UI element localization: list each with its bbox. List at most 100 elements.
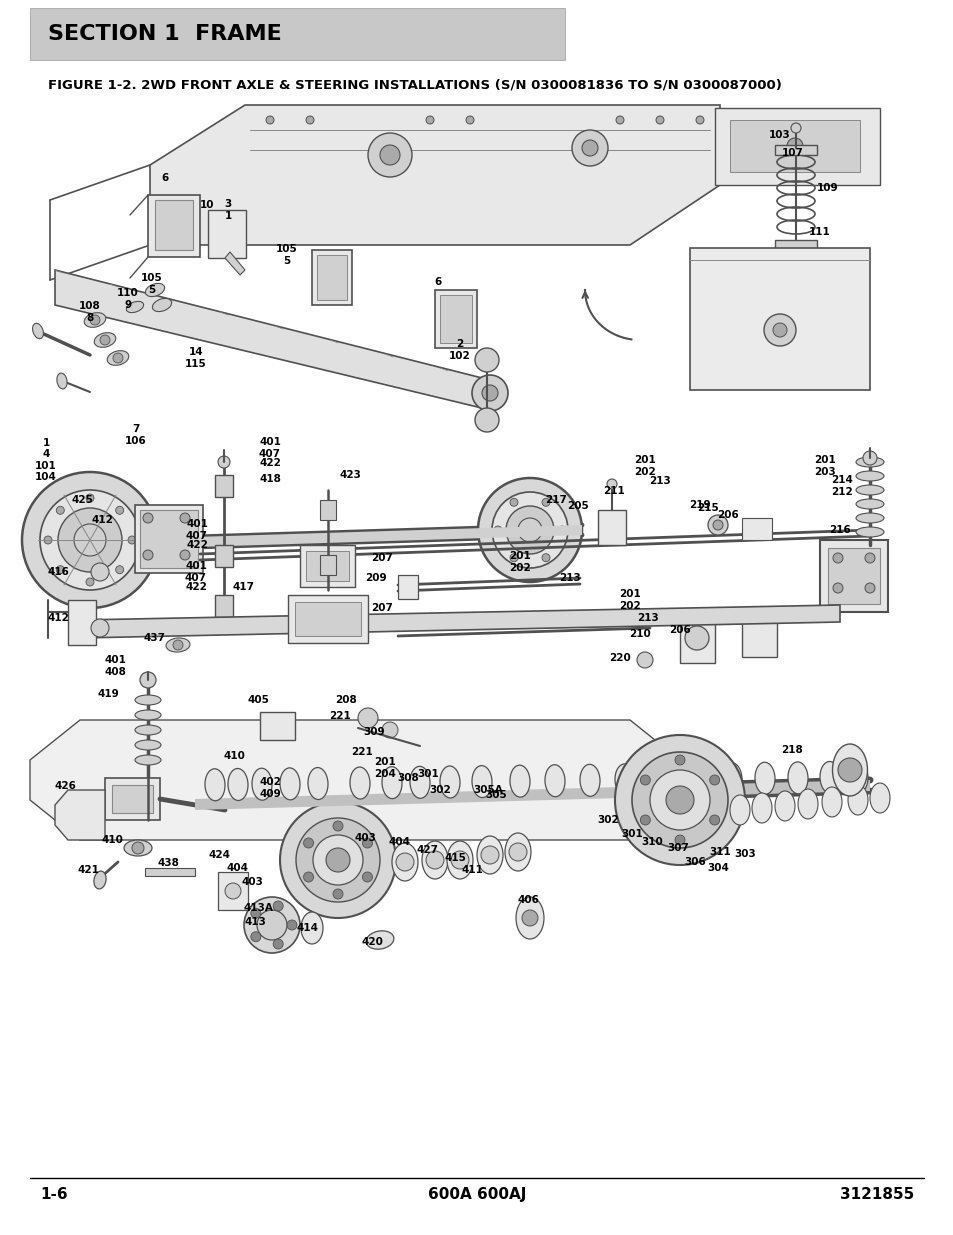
Text: 416: 416 — [47, 567, 69, 577]
Circle shape — [832, 583, 842, 593]
Text: 107: 107 — [781, 148, 803, 158]
Text: 103: 103 — [768, 130, 790, 140]
Text: 404: 404 — [227, 863, 249, 873]
Circle shape — [362, 839, 372, 848]
Circle shape — [251, 908, 260, 919]
Circle shape — [180, 513, 190, 522]
Text: 214
212: 214 212 — [830, 475, 852, 496]
Text: 213: 213 — [558, 573, 580, 583]
Text: 600A 600AJ: 600A 600AJ — [427, 1188, 526, 1203]
Text: 425: 425 — [71, 495, 92, 505]
Bar — [208, 210, 246, 258]
Text: 302: 302 — [597, 815, 618, 825]
Circle shape — [492, 492, 567, 568]
Circle shape — [665, 785, 693, 814]
Circle shape — [637, 652, 652, 668]
Circle shape — [86, 578, 94, 585]
Circle shape — [256, 910, 287, 940]
Text: 406: 406 — [517, 895, 538, 905]
Text: 213: 213 — [637, 613, 659, 622]
Text: 417: 417 — [233, 582, 254, 592]
Ellipse shape — [228, 768, 248, 800]
Text: 1
4
101
104: 1 4 101 104 — [35, 437, 57, 483]
Text: 422: 422 — [186, 540, 208, 550]
Ellipse shape — [516, 897, 543, 939]
Ellipse shape — [615, 764, 635, 795]
Circle shape — [22, 472, 158, 608]
Circle shape — [218, 456, 230, 468]
Text: 414: 414 — [296, 923, 318, 932]
Text: 309: 309 — [363, 727, 384, 737]
Circle shape — [303, 872, 314, 882]
Bar — [214, 475, 233, 496]
Ellipse shape — [107, 351, 129, 366]
Ellipse shape — [855, 457, 883, 467]
Circle shape — [772, 324, 786, 337]
Bar — [397, 576, 417, 599]
Ellipse shape — [94, 332, 115, 347]
Ellipse shape — [392, 844, 417, 881]
Ellipse shape — [476, 836, 502, 874]
Circle shape — [280, 802, 395, 918]
Bar — [214, 545, 233, 567]
Circle shape — [128, 536, 136, 543]
Bar — [316, 254, 347, 300]
Circle shape — [521, 910, 537, 926]
Ellipse shape — [381, 767, 401, 799]
Circle shape — [864, 553, 874, 563]
Circle shape — [451, 851, 469, 869]
Bar — [105, 778, 160, 820]
Text: 419: 419 — [97, 689, 119, 699]
Circle shape — [763, 314, 795, 346]
Text: 220: 220 — [608, 653, 630, 663]
Text: 404: 404 — [389, 837, 411, 847]
Ellipse shape — [544, 764, 564, 797]
Text: 216: 216 — [828, 525, 850, 535]
Circle shape — [381, 722, 397, 739]
Text: 14
115: 14 115 — [185, 347, 207, 369]
Circle shape — [631, 752, 727, 848]
Text: 403: 403 — [241, 877, 263, 887]
Text: 219: 219 — [688, 500, 710, 510]
Bar — [679, 618, 714, 663]
Ellipse shape — [855, 471, 883, 480]
Text: 3
1: 3 1 — [224, 199, 232, 221]
Circle shape — [40, 490, 140, 590]
Text: 310: 310 — [640, 837, 662, 847]
Text: 401
407: 401 407 — [185, 561, 207, 583]
Ellipse shape — [252, 768, 272, 800]
Circle shape — [100, 335, 110, 345]
Polygon shape — [194, 781, 869, 810]
Text: 201
202: 201 202 — [618, 589, 640, 611]
Text: 209: 209 — [365, 573, 386, 583]
Circle shape — [837, 758, 862, 782]
Bar — [140, 510, 198, 568]
Circle shape — [303, 839, 314, 848]
Ellipse shape — [279, 768, 299, 800]
Text: 415: 415 — [443, 853, 465, 863]
Ellipse shape — [647, 763, 667, 795]
Ellipse shape — [721, 763, 741, 794]
Ellipse shape — [126, 301, 144, 312]
Ellipse shape — [847, 785, 867, 815]
Text: 411: 411 — [460, 864, 482, 876]
Text: 306: 306 — [683, 857, 705, 867]
Text: 426: 426 — [54, 781, 76, 790]
Text: 413: 413 — [244, 918, 266, 927]
Circle shape — [707, 515, 727, 535]
Circle shape — [140, 672, 156, 688]
Circle shape — [91, 619, 109, 637]
Circle shape — [481, 385, 497, 401]
Text: 109: 109 — [817, 183, 838, 193]
Ellipse shape — [84, 312, 106, 327]
Text: 410: 410 — [101, 835, 123, 845]
Polygon shape — [30, 720, 679, 840]
Bar — [729, 120, 859, 172]
Ellipse shape — [855, 499, 883, 509]
Text: 422: 422 — [259, 458, 280, 468]
Ellipse shape — [855, 513, 883, 522]
Text: 307: 307 — [666, 844, 688, 853]
Circle shape — [558, 526, 565, 534]
Circle shape — [684, 626, 708, 650]
Circle shape — [368, 133, 412, 177]
